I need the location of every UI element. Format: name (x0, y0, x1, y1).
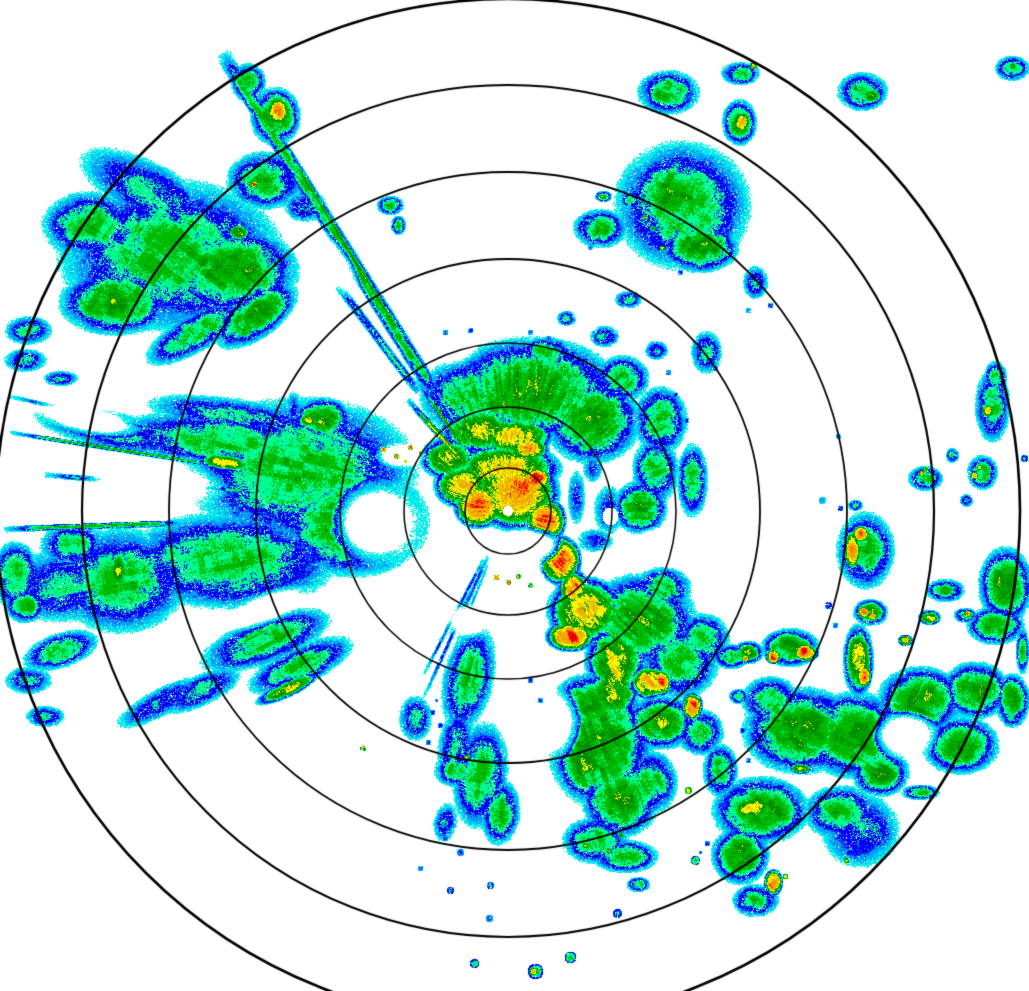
reflectivity-canvas (0, 0, 1029, 991)
radar-ppi-display (0, 0, 1029, 991)
